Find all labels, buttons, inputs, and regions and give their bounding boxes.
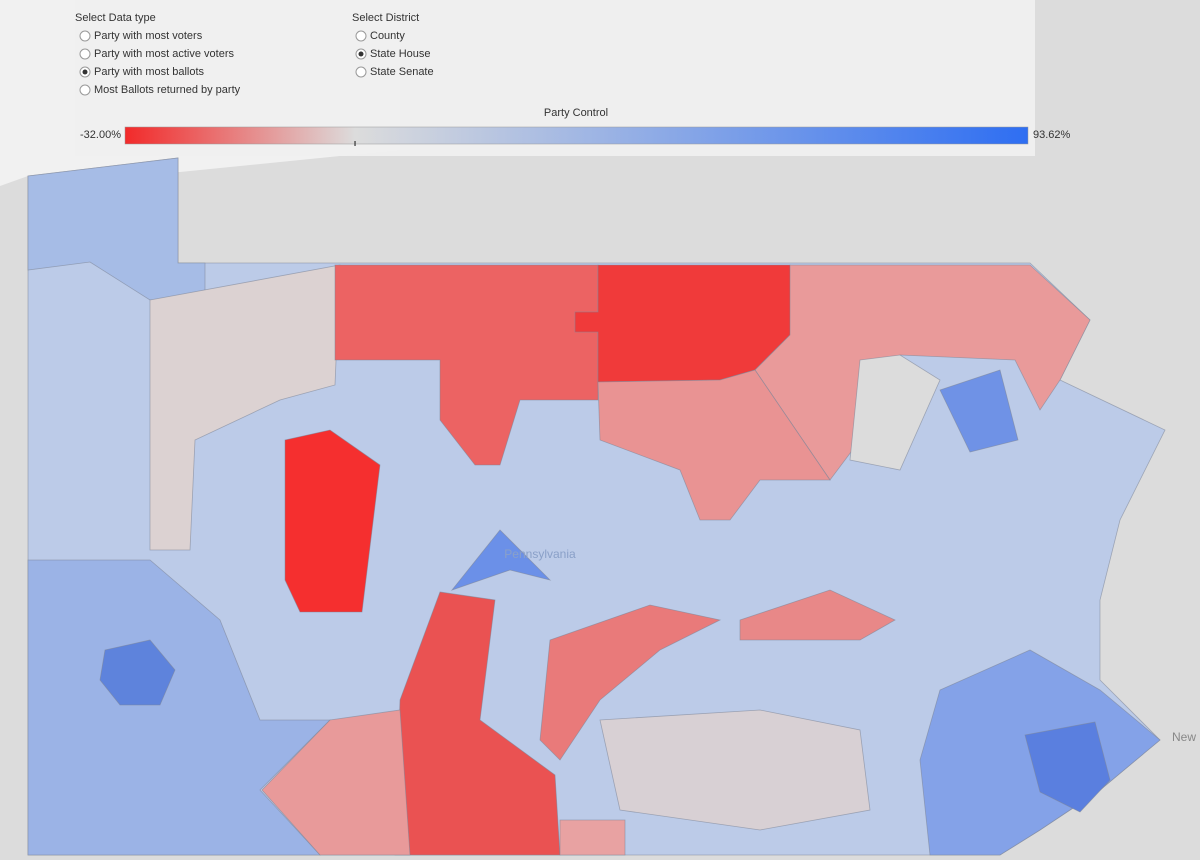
radio-dot[interactable] bbox=[82, 69, 88, 75]
radio-button[interactable] bbox=[355, 30, 367, 42]
filter-title: Select Data type bbox=[75, 12, 156, 24]
district bbox=[599, 709, 871, 831]
district bbox=[849, 354, 941, 471]
district bbox=[754, 264, 1091, 481]
district bbox=[559, 819, 626, 856]
radio-button[interactable] bbox=[355, 66, 367, 78]
radio-label[interactable]: State Senate bbox=[370, 66, 434, 78]
radio-label[interactable]: Party with most ballots bbox=[94, 66, 205, 78]
district bbox=[394, 591, 561, 856]
district bbox=[1024, 721, 1111, 813]
district bbox=[261, 709, 411, 856]
neighbor-label: New bbox=[1172, 730, 1196, 744]
filter-title: Select District bbox=[352, 12, 419, 24]
radio-dot[interactable] bbox=[358, 51, 364, 57]
radio-button[interactable] bbox=[79, 48, 91, 60]
radio-label[interactable]: County bbox=[370, 30, 405, 42]
control-panel: Select Data type Select District Party C… bbox=[75, 0, 1071, 156]
district bbox=[284, 429, 381, 613]
districts bbox=[27, 157, 1166, 856]
legend-gradient bbox=[124, 126, 1029, 145]
district bbox=[450, 529, 552, 591]
radio-button[interactable] bbox=[79, 30, 91, 42]
district bbox=[739, 589, 896, 641]
legend-title: Party Control bbox=[544, 107, 608, 119]
district bbox=[939, 369, 1019, 453]
radio-label[interactable]: Party with most voters bbox=[94, 30, 203, 42]
radio-label[interactable]: State House bbox=[370, 48, 431, 60]
district bbox=[99, 639, 176, 706]
legend-min: -32.00% bbox=[80, 129, 121, 141]
district bbox=[597, 369, 831, 521]
radio-label[interactable]: Most Ballots returned by party bbox=[94, 84, 241, 96]
radio-button[interactable] bbox=[79, 84, 91, 96]
legend-max: 93.62% bbox=[1033, 129, 1071, 141]
radio-label[interactable]: Party with most active voters bbox=[94, 48, 234, 60]
state-label: Pennsylvania bbox=[504, 547, 576, 561]
district bbox=[539, 604, 722, 761]
